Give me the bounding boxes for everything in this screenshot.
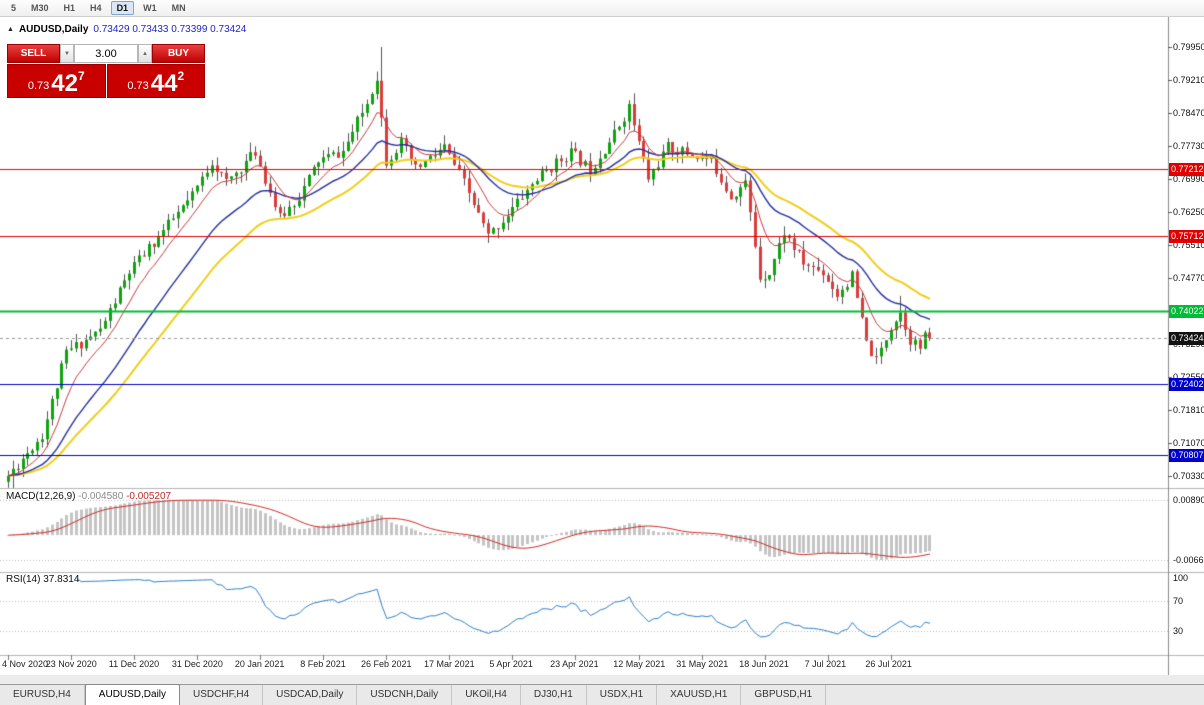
rsi-scale-label: 30	[1173, 625, 1184, 636]
chart-title: ▲ AUDUSD,Daily 0.73429 0.73433 0.73399 0…	[7, 24, 246, 35]
price-axis-tick: 0.76990	[1173, 174, 1204, 184]
price-axis-tick: 0.71070	[1173, 438, 1204, 448]
chart-symbol-label: AUDUSD,Daily	[18, 24, 89, 35]
timeframe-button-d1[interactable]: D1	[110, 1, 135, 15]
rsi-scale-label: 100	[1173, 573, 1189, 583]
buy-price-pips: 44	[150, 70, 178, 97]
time-axis-label: 7 Jul 2021	[804, 659, 847, 669]
time-axis-label: 18 Jun 2021	[739, 659, 789, 669]
macd-indicator-label: MACD(12,26,9) -0.004580 -0.005207	[6, 491, 171, 502]
timeframe-toolbar: 5 M30 H1 H4 D1 W1 MN	[0, 0, 1204, 17]
sell-price-prefix: 0.73	[27, 80, 50, 92]
timeframe-button-5[interactable]: 5	[11, 3, 17, 13]
time-axis-label: 11 Dec 2020	[108, 659, 160, 669]
macd-main-value: -0.004580	[78, 491, 124, 502]
rsi-indicator-label: RSI(14) 37.8314	[6, 574, 79, 585]
price-chart-canvas[interactable]	[0, 17, 1204, 675]
time-axis-label: 12 May 2021	[613, 659, 666, 669]
chart-tab-eurusd-h4[interactable]: EURUSD,H4	[0, 685, 85, 705]
rsi-name: RSI(14)	[6, 574, 41, 585]
time-axis-label: 23 Apr 2021	[550, 659, 599, 669]
time-axis-label: 8 Feb 2021	[300, 659, 346, 669]
price-axis-tick: 0.75510	[1173, 240, 1204, 250]
rsi-value: 37.8314	[43, 574, 80, 585]
chart-tab-audusd-daily[interactable]: AUDUSD,Daily	[84, 684, 181, 705]
price-axis-tick: 0.76250	[1173, 207, 1204, 217]
chart-area: ▲ AUDUSD,Daily 0.73429 0.73433 0.73399 0…	[0, 17, 1204, 675]
sell-button[interactable]: SELL	[7, 44, 60, 63]
level-price-box: 0.70807	[1169, 448, 1204, 462]
chart-tab-usdcad-daily[interactable]: USDCAD,Daily	[263, 685, 358, 705]
chart-overlay: ▲ AUDUSD,Daily 0.73429 0.73433 0.73399 0…	[0, 17, 1204, 675]
timeframe-button-h1[interactable]: H1	[63, 3, 76, 13]
chart-ohlc-values: 0.73429 0.73433 0.73399 0.73424	[93, 24, 247, 35]
price-axis-tick: 0.77730	[1173, 141, 1204, 151]
chart-tab-ukoil-h4[interactable]: UKOil,H4	[452, 685, 521, 705]
time-axis-label: 31 May 2021	[676, 659, 729, 669]
tab-bar: EURUSD,H4 AUDUSD,Daily USDCHF,H4 USDCAD,Dai…	[0, 684, 1204, 705]
time-axis-label: 31 Dec 2020	[171, 659, 223, 669]
sell-price-button[interactable]: 0.73 42 7	[7, 64, 106, 98]
buy-price-button[interactable]: 0.73 44 2	[106, 64, 205, 98]
chart-tab-usdx-h1[interactable]: USDX,H1	[587, 685, 658, 705]
price-axis-tick: 0.78470	[1173, 108, 1204, 118]
macd-name: MACD(12,26,9)	[6, 491, 76, 502]
current-price-box: 0.73424	[1169, 332, 1204, 346]
macd-scale-label: -0.00669	[1173, 555, 1204, 565]
sell-price-pips: 42	[51, 70, 78, 97]
price-axis-tick: 0.70330	[1173, 471, 1204, 481]
time-axis-label: 4 Nov 2020	[2, 659, 49, 669]
one-click-order-row: SELL ▼ ▲ BUY	[7, 44, 205, 63]
macd-signal-value: -0.005207	[126, 491, 172, 502]
timeframe-button-w1[interactable]: W1	[143, 3, 157, 13]
time-axis-label: 17 Mar 2021	[424, 659, 475, 669]
level-price-box: 0.77212	[1169, 163, 1204, 177]
time-axis-label: 26 Jul 2021	[865, 659, 912, 669]
sell-price-point: 7	[77, 69, 85, 83]
level-price-box: 0.74022	[1169, 305, 1204, 319]
chart-tab-gbpusd-h1[interactable]: GBPUSD,H1	[741, 685, 827, 705]
macd-scale-label: 0.00890	[1173, 495, 1204, 505]
volume-decrease-button[interactable]: ▼	[60, 44, 74, 63]
price-axis-tick: 0.71810	[1173, 405, 1204, 415]
timeframe-button-m30[interactable]: M30	[31, 3, 49, 13]
time-axis-label: 20 Jan 2021	[234, 659, 285, 669]
chart-tab-dj30-h1[interactable]: DJ30,H1	[521, 685, 587, 705]
level-price-box: 0.75712	[1169, 229, 1204, 243]
rsi-scale-label: 70	[1173, 595, 1184, 606]
timeframe-button-mn[interactable]: MN	[171, 3, 186, 13]
price-axis-tick: 0.74770	[1173, 273, 1204, 283]
price-axis-tick: 0.72550	[1173, 372, 1204, 382]
price-axis-tick: 0.79210	[1173, 75, 1204, 85]
time-axis-label: 5 Apr 2021	[489, 659, 533, 669]
time-axis-label: 23 Nov 2020	[45, 659, 97, 669]
chart-icon: ▲	[7, 26, 14, 33]
time-axis-label: 26 Feb 2021	[361, 659, 412, 669]
price-axis-tick: 0.79950	[1173, 42, 1204, 52]
buy-button[interactable]: BUY	[152, 44, 205, 63]
chart-tab-xauusd-h1[interactable]: XAUUSD,H1	[657, 685, 742, 705]
timeframe-button-h4[interactable]: H4	[90, 3, 102, 13]
level-price-box: 0.72402	[1169, 377, 1204, 391]
buy-price-prefix: 0.73	[127, 80, 149, 92]
volume-increase-button[interactable]: ▲	[138, 44, 152, 63]
chart-tab-usdcnh-daily[interactable]: USDCNH,Daily	[357, 685, 453, 705]
volume-input[interactable]	[74, 44, 138, 63]
one-click-price-row: 0.73 42 7 0.73 44 2	[7, 64, 205, 98]
buy-price-point: 2	[177, 69, 185, 83]
one-click-trading-panel: SELL ▼ ▲ BUY 0.73 42 7 0.73 44 2	[7, 44, 205, 98]
chart-tab-usdchf-h4[interactable]: USDCHF,H4	[180, 685, 264, 705]
